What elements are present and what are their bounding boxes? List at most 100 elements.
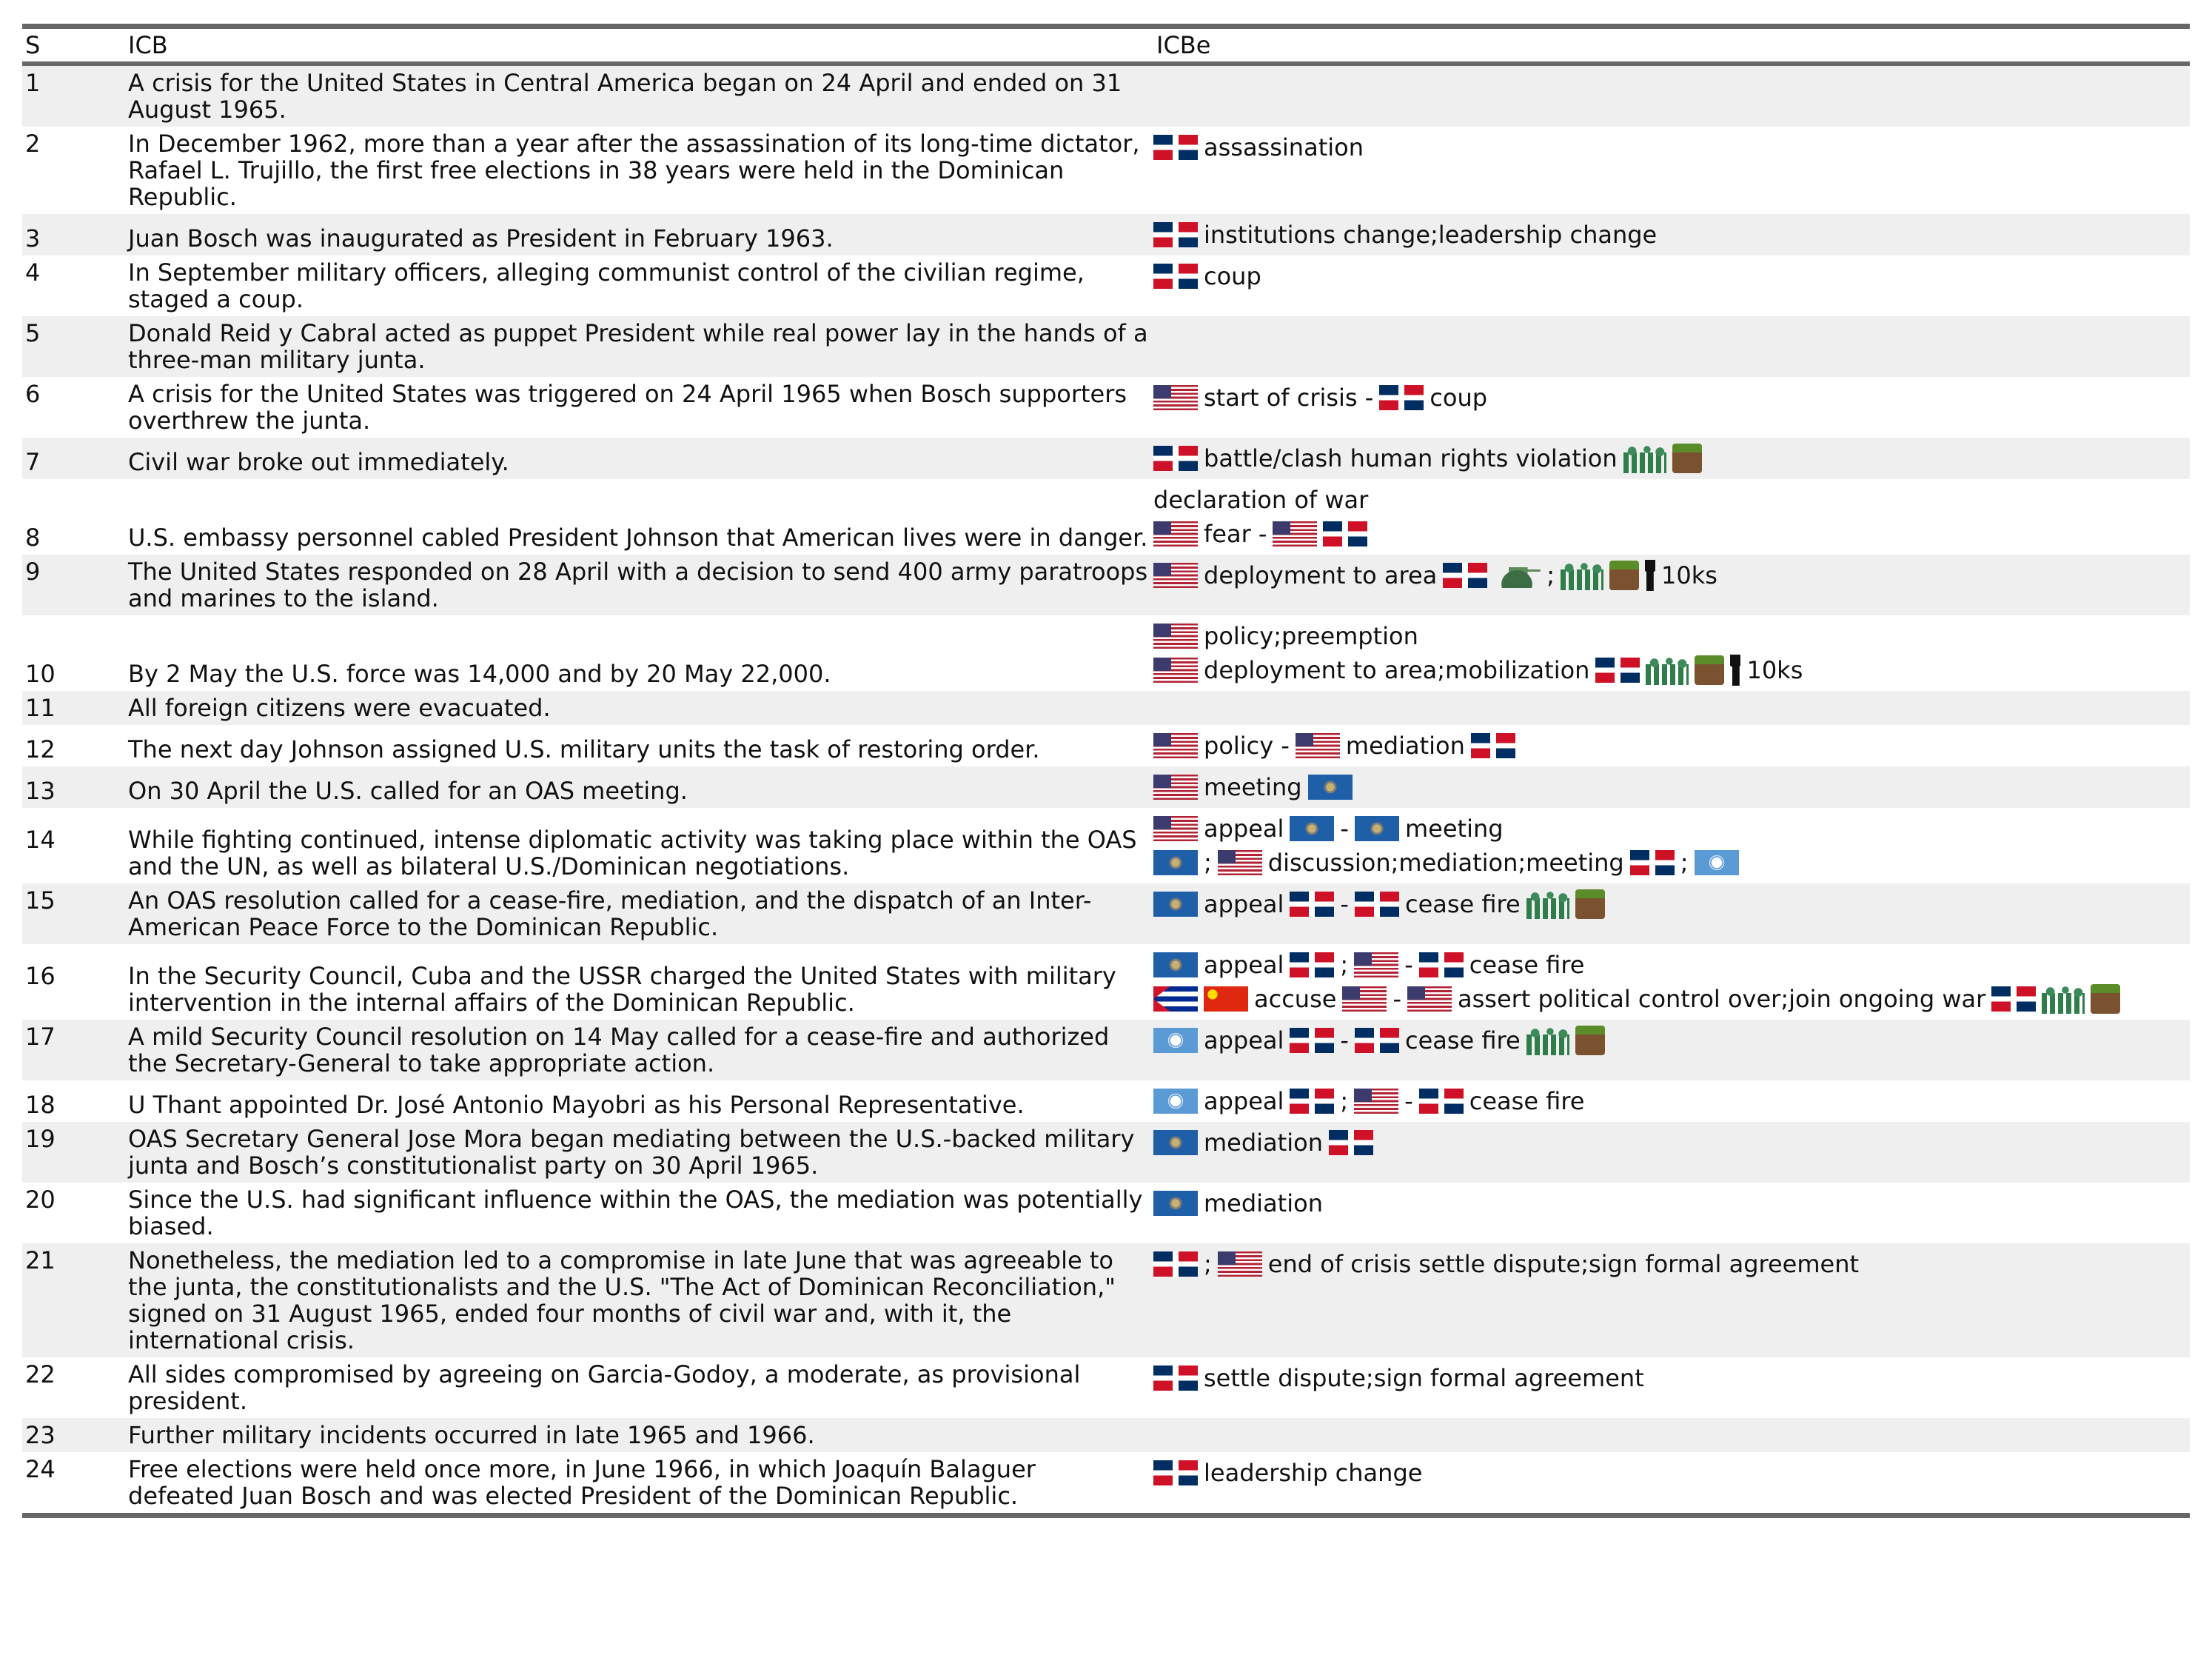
flag-dominican-republic [1290, 1089, 1335, 1114]
icbe-text: institutions change;leadership change [1204, 221, 1658, 249]
icbe-cell: appeal - cease fire [1153, 887, 2190, 921]
flag-dominican-republic [1354, 892, 1399, 917]
icbe-cell: deployment to area; 10ks [1153, 558, 2190, 592]
icbe-text: ; [1546, 561, 1555, 589]
table-row: 8 U.S. embassy personnel cabled President… [22, 479, 2190, 555]
icbe-line: appeal - cease fire [1153, 1023, 2190, 1057]
row-left: 2 In December 1962, more than a year afte… [22, 130, 1153, 210]
flag-united-states [1153, 733, 1198, 758]
icbe-text: - [1404, 951, 1413, 979]
icb-text: U.S. embassy personnel cabled President … [128, 524, 1148, 552]
table-row: 1 A crisis for the United States in Centr… [22, 66, 2190, 127]
icb-text: In December 1962, more than a year after… [128, 130, 1140, 211]
row-left: 20 Since the U.S. had significant influen… [22, 1186, 1153, 1240]
icbe-text: ; [1680, 849, 1689, 877]
table-row: 10 By 2 May the U.S. force was 14,000 and… [22, 615, 2190, 691]
flag-dominican-republic [1418, 952, 1464, 977]
flag-united-states [1354, 952, 1399, 977]
sentence-number: 13 [25, 777, 56, 805]
flag-dominican-republic [1629, 850, 1675, 875]
flag-oas [1153, 850, 1198, 875]
icbe-text: assert political control over;join ongoi… [1457, 985, 1986, 1013]
icb-text: Further military incidents occurred in l… [128, 1421, 815, 1449]
icbe-text: policy - [1204, 732, 1290, 760]
icbe-line: battle/clash human rights violation [1153, 441, 2190, 475]
table-row: 3 Juan Bosch was inaugurated as President… [22, 214, 2190, 255]
row-left: 22 All sides compromised by agreeing on G… [22, 1361, 1153, 1414]
icb-text: On 30 April the U.S. called for an OAS m… [128, 777, 688, 805]
icbe-cell: mediation [1153, 1126, 2190, 1160]
icbe-cell: appeal - meeting; discussion;mediation;meet… [1153, 812, 2190, 880]
row-left: 16 In the Security Council, Cuba and the … [22, 963, 1153, 1016]
row-left: 4 In September military officers, allegin… [22, 259, 1153, 312]
flag-dominican-republic [1290, 1028, 1335, 1053]
flag-united-states [1407, 986, 1452, 1012]
flag-dominican-republic [1418, 1089, 1464, 1114]
icb-text: Nonetheless, the mediation led to a comp… [128, 1246, 1116, 1354]
icbe-text: appeal [1204, 890, 1284, 918]
flag-dominican-republic [1153, 135, 1198, 160]
icbe-text: coup [1204, 262, 1261, 290]
icb-text: Since the U.S. had significant influence… [128, 1186, 1143, 1240]
icbe-text: mediation [1204, 1189, 1323, 1217]
icbe-cell: ; end of crisis settle dispute;sign forma… [1153, 1247, 2190, 1281]
icon-cube [1695, 655, 1725, 685]
flag-oas [1153, 952, 1198, 977]
icb-text: OAS Secretary General Jose Mora began me… [128, 1125, 1135, 1180]
row-left: 24 Free elections were held once more, in… [22, 1456, 1153, 1509]
icb-text: The United States responded on 28 April … [128, 558, 1148, 612]
sentence-number: 1 [25, 69, 41, 97]
icbe-text: accuse [1254, 985, 1337, 1013]
icon-cube [1575, 1026, 1605, 1055]
icon-soldiers [1526, 889, 1569, 919]
icb-text: Donald Reid y Cabral acted as puppet Pre… [128, 319, 1148, 374]
icbe-text: appeal [1204, 1087, 1284, 1115]
icb-text: In September military officers, alleging… [128, 258, 1085, 313]
sentence-number: 2 [25, 130, 41, 158]
icbe-text: - [1340, 890, 1349, 918]
icbe-text: ; [1340, 1087, 1349, 1115]
flag-oas [1153, 1130, 1198, 1155]
table-row: 18 U Thant appointed Dr. José Antonio May… [22, 1080, 2190, 1122]
icbe-text: deployment to area;mobilization [1204, 656, 1590, 684]
sentence-number: 19 [25, 1125, 56, 1153]
icbe-text: ; [1204, 849, 1212, 877]
icbe-text: assassination [1204, 133, 1364, 161]
icon-soldiers [1623, 444, 1666, 473]
icbe-text: - [1392, 985, 1401, 1013]
icbe-text: leadership change [1204, 1459, 1423, 1487]
icbe-line: mediation [1153, 1186, 2190, 1220]
flag-oas [1153, 1191, 1198, 1216]
flag-dominican-republic [1991, 986, 2037, 1012]
table-row: 17 A mild Security Council resolution on … [22, 1020, 2190, 1080]
row-left: 17 A mild Security Council resolution on … [22, 1023, 1153, 1077]
icon-cube [2091, 984, 2121, 1014]
flag-oas [1290, 816, 1335, 841]
flag-dominican-republic [1153, 222, 1198, 247]
icbe-line: institutions change;leadership change [1153, 218, 2190, 252]
sentence-number: 11 [25, 694, 56, 722]
sentence-number: 18 [25, 1091, 56, 1119]
icbe-line: appeal; - cease fire [1153, 948, 2190, 982]
table-row: 9 The United States responded on 28 April… [22, 555, 2190, 615]
icon-cube [1672, 444, 1702, 473]
icbe-cell: appeal; - cease fire [1153, 1084, 2190, 1118]
sentence-number: 22 [25, 1360, 56, 1388]
sentence-number: 23 [25, 1421, 56, 1449]
flag-dominican-republic [1153, 1366, 1198, 1391]
icbe-text: start of crisis - [1204, 384, 1374, 412]
icb-text: Civil war broke out immediately. [128, 448, 509, 476]
row-left: 7 Civil war broke out immediately. [22, 449, 1153, 475]
icb-text: Free elections were held once more, in J… [128, 1455, 1036, 1510]
icbe-cell: start of crisis - coup [1153, 381, 2190, 415]
flag-united-states [1217, 1251, 1262, 1277]
icbe-cell: settle dispute;sign formal agreement [1153, 1361, 2190, 1395]
sentence-number: 21 [25, 1246, 56, 1274]
table-row: 22 All sides compromised by agreeing on G… [22, 1357, 2190, 1418]
sentence-number: 24 [25, 1455, 56, 1483]
icbe-line: start of crisis - coup [1153, 381, 2190, 415]
flag-dominican-republic [1323, 521, 1368, 546]
icbe-text: deployment to area [1204, 561, 1438, 589]
icb-text: A crisis for the United States was trigg… [128, 380, 1127, 435]
